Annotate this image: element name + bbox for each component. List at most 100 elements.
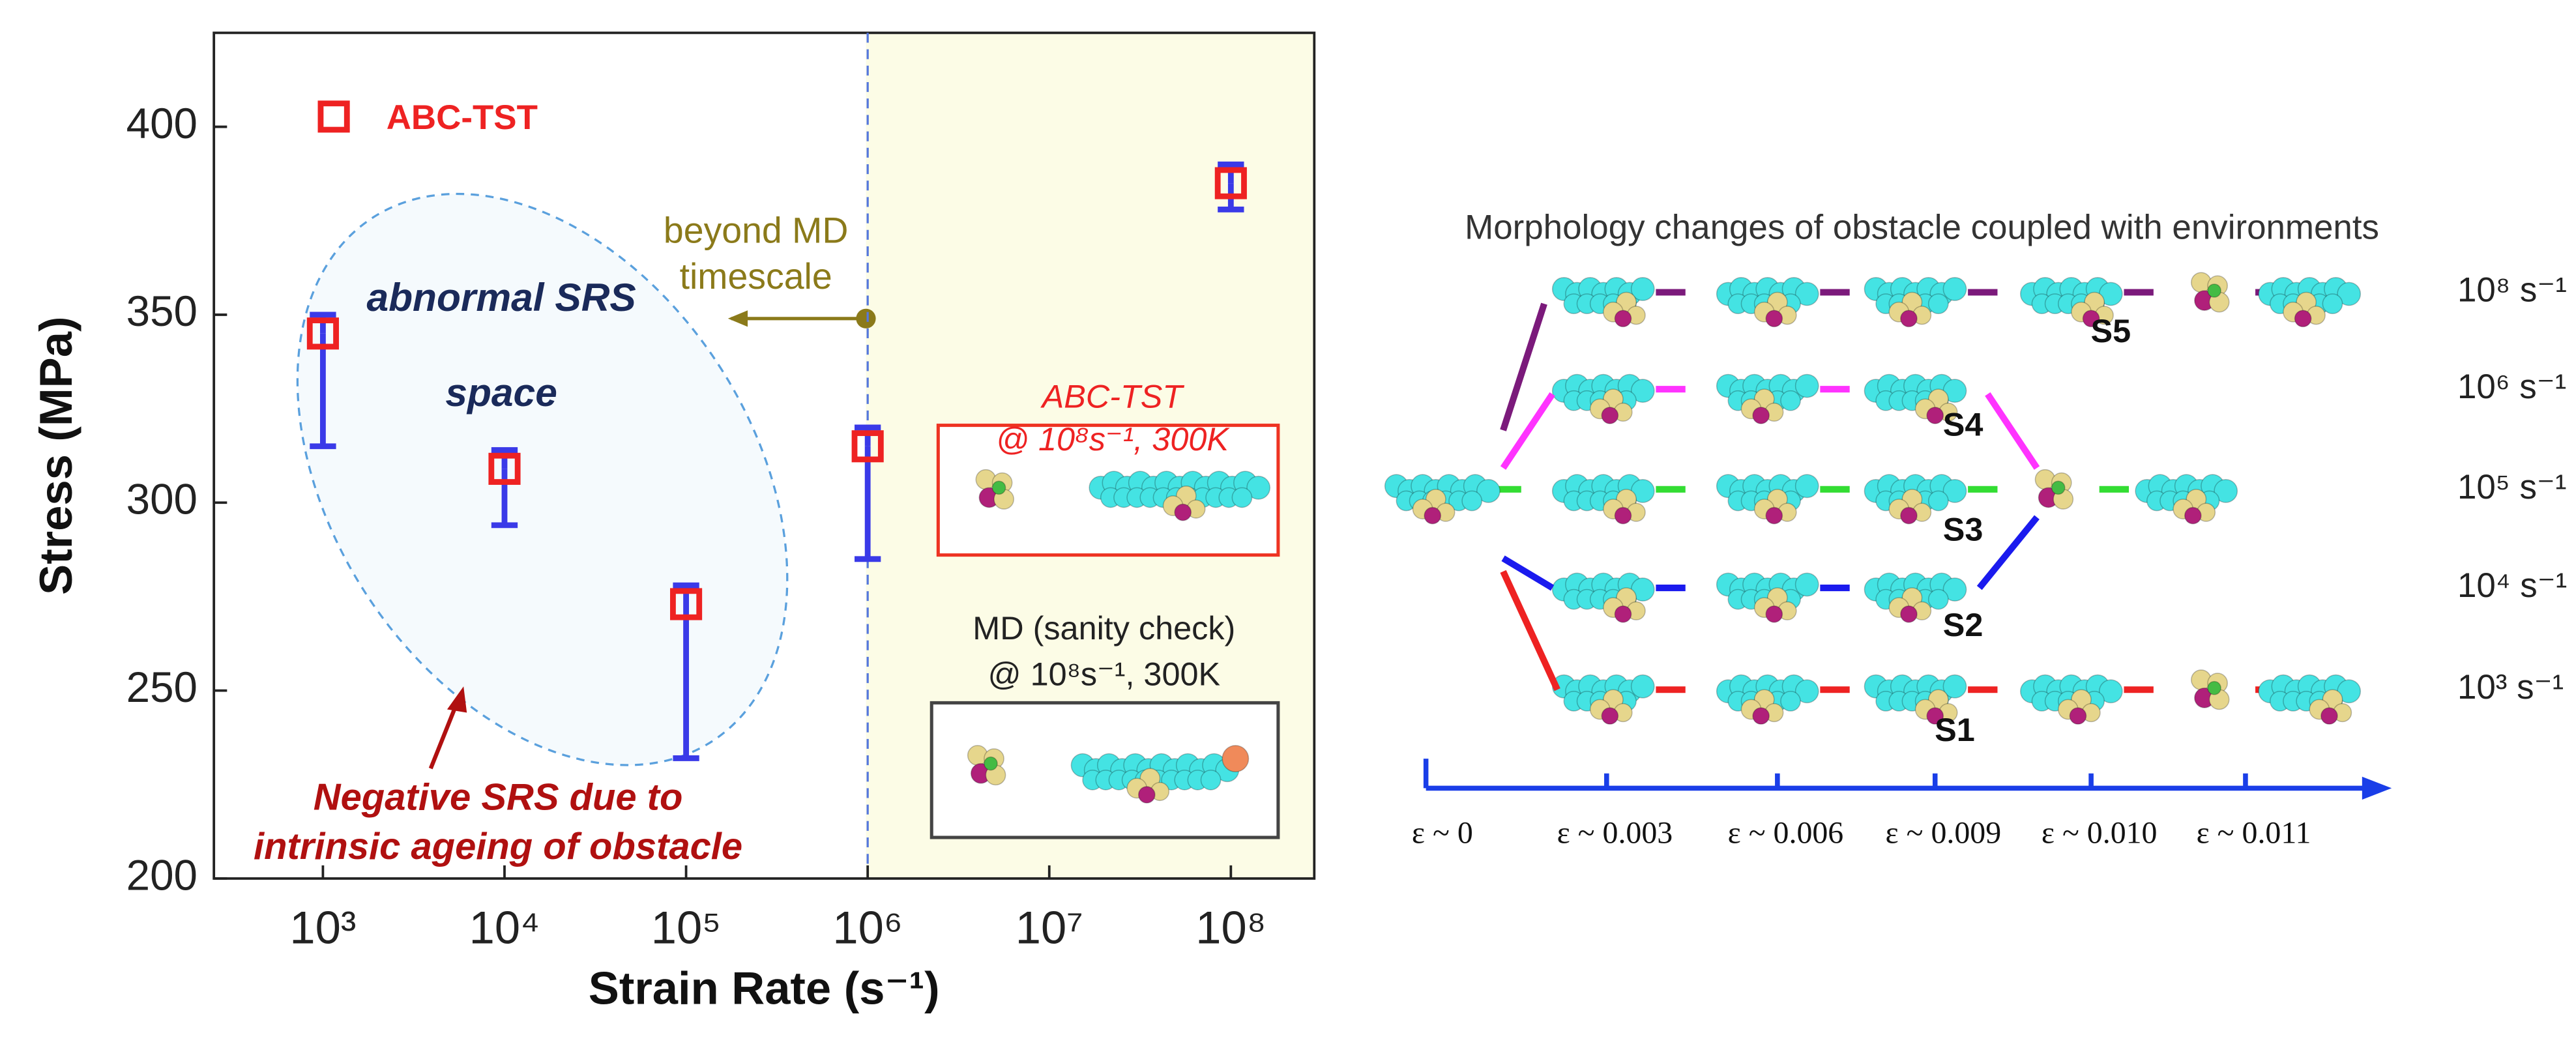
abc-inset-label: ABC-TST <box>1040 378 1185 415</box>
branch-segment <box>1500 570 1560 691</box>
atom <box>1765 506 1783 525</box>
atom <box>1424 506 1442 525</box>
atom <box>1476 478 1500 503</box>
data-point <box>306 317 339 350</box>
branch-segment <box>1500 392 1555 470</box>
abnormal-region <box>296 192 789 766</box>
rate-label: 10³ s⁻¹ <box>2457 668 2564 706</box>
atom <box>2207 283 2221 298</box>
abnormal-label: abnormal SRS <box>366 275 636 319</box>
atom <box>1630 379 1655 403</box>
state-label: S2 <box>1943 606 1983 643</box>
strain-label: ε ~ 0.003 <box>1557 815 1673 850</box>
y-axis-label: Stress (MPa) <box>30 317 81 595</box>
y-tick-label: 300 <box>126 476 198 523</box>
strain-label: ε ~ 0 <box>1412 815 1473 850</box>
atom <box>1927 588 1949 610</box>
atom <box>1630 674 1655 699</box>
md-inset-label: @ 10⁸s⁻¹, 300K <box>988 655 1220 692</box>
atom <box>1137 786 1156 804</box>
state-label: S3 <box>1943 511 1983 548</box>
atom <box>984 756 998 771</box>
rate-label: 10⁵ s⁻¹ <box>2457 468 2566 506</box>
atom <box>1630 277 1655 301</box>
arrow-head <box>446 686 467 713</box>
atom <box>991 480 1006 495</box>
strain-label: ε ~ 0.006 <box>1728 815 1844 850</box>
atom <box>1900 605 1918 623</box>
atom <box>1926 707 1944 725</box>
state-label: S5 <box>2091 312 2131 349</box>
data-point <box>1214 167 1247 199</box>
annotation-arrow <box>428 702 459 770</box>
branch-segment <box>1976 515 2040 590</box>
state-label: S4 <box>1943 405 1983 443</box>
state-label: S1 <box>1935 711 1975 748</box>
atom <box>1601 407 1619 424</box>
atom <box>1231 487 1253 508</box>
x-tick-label: 10³ <box>289 901 356 953</box>
strain-label: ε ~ 0.009 <box>1886 815 2002 850</box>
atom <box>1780 691 1801 712</box>
negative-srs-label: intrinsic ageing of obstacle <box>254 826 742 867</box>
atom <box>1614 310 1632 328</box>
beyond-md-label: timescale <box>680 256 832 297</box>
strain-axis-arrow <box>2362 776 2392 800</box>
atom <box>2214 478 2238 503</box>
atom <box>2069 707 2087 725</box>
plot-frame <box>212 31 1316 880</box>
atom <box>1942 577 1967 602</box>
atom <box>2207 680 2221 695</box>
x-axis-label: Strain Rate (s⁻¹) <box>589 962 940 1013</box>
atom <box>1794 572 1819 597</box>
branch-segment <box>1985 392 2040 470</box>
atom <box>1174 503 1192 521</box>
atom <box>1752 707 1770 725</box>
diagram-title: Morphology changes of obstacle coupled w… <box>1465 209 2379 247</box>
atom <box>2337 282 2362 306</box>
branch-segment <box>1501 555 1555 591</box>
atom <box>1926 407 1944 424</box>
y-tick-label: 200 <box>126 851 198 899</box>
atom <box>1461 490 1483 512</box>
y-tick-label: 250 <box>126 663 198 711</box>
atom <box>1794 474 1819 499</box>
data-point <box>488 452 521 485</box>
x-tick-label: 10⁸ <box>1195 901 1266 953</box>
beyond-md-marker <box>856 308 876 328</box>
atom <box>1942 277 1967 301</box>
abc-inset-label: @ 10⁸s⁻¹, 300K <box>996 420 1231 458</box>
branch-segment <box>1500 302 1547 431</box>
beyond-md-label: beyond MD <box>664 210 848 250</box>
abnormal-label: space <box>445 370 557 414</box>
atom <box>2082 310 2100 328</box>
strain-label: ε ~ 0.010 <box>2042 815 2158 850</box>
x-tick-label: 10⁵ <box>651 901 722 953</box>
y-tick-label: 350 <box>126 287 198 335</box>
atom <box>2322 293 2343 315</box>
x-tick-label: 10⁴ <box>469 901 540 953</box>
atom <box>2051 480 2066 495</box>
strain-label: ε ~ 0.011 <box>2197 815 2311 850</box>
data-point <box>670 588 703 620</box>
atom <box>1794 373 1819 398</box>
atom <box>2184 506 2202 525</box>
atom <box>1900 506 1918 525</box>
atom <box>1794 679 1819 704</box>
y-tick-label: 400 <box>126 100 198 147</box>
arrow-head <box>727 310 748 327</box>
atom <box>2098 679 2123 704</box>
atom <box>1752 407 1770 424</box>
atom <box>1614 605 1632 623</box>
atom <box>1942 478 1967 503</box>
legend-marker <box>317 100 350 133</box>
atom <box>1942 674 1967 699</box>
legend-label: ABC-TST <box>387 98 538 137</box>
atom <box>1765 310 1783 328</box>
atom <box>1601 707 1619 725</box>
atom <box>1927 490 1949 512</box>
negative-srs-label: Negative SRS due to <box>314 776 683 818</box>
atom <box>1794 282 1819 306</box>
